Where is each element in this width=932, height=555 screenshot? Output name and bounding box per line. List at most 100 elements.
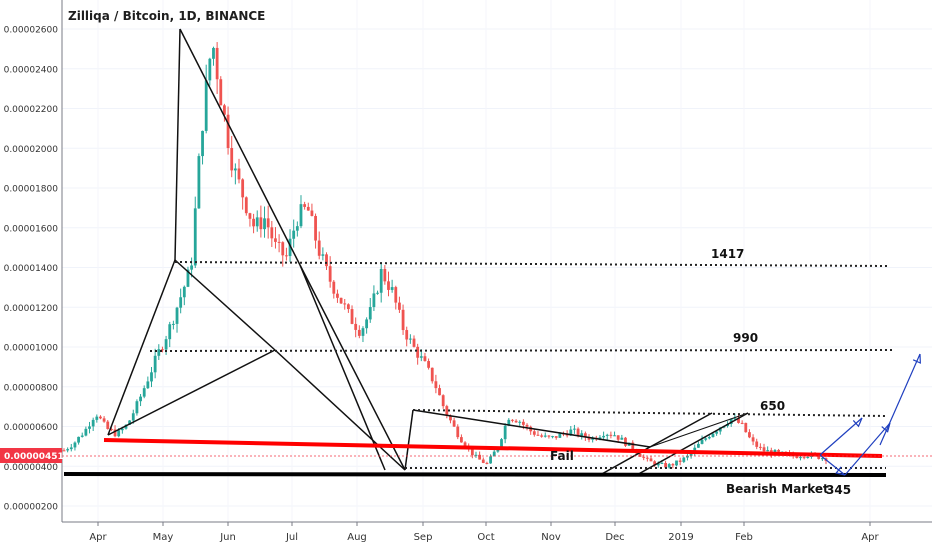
candle-body — [656, 463, 660, 466]
candle-body — [649, 458, 653, 462]
candle-body — [470, 448, 474, 456]
candle-body — [587, 437, 591, 440]
candle-body — [452, 420, 456, 427]
candle-body — [274, 238, 277, 242]
candle-body — [613, 435, 616, 437]
candle-body — [631, 442, 635, 450]
x-tick-label: 2019 — [668, 532, 693, 543]
x-tick-label: Jul — [285, 532, 298, 543]
candle-body — [449, 415, 452, 421]
candle-body — [255, 217, 259, 227]
candle-body — [387, 281, 390, 290]
current-price-label: 0.00000451 — [4, 452, 64, 462]
candle-body — [365, 319, 369, 329]
candle-body — [204, 80, 208, 131]
y-tick-label: 0.00002400 — [4, 65, 59, 75]
candle-body — [576, 428, 580, 436]
candle-body — [678, 460, 682, 462]
candle-body — [795, 456, 799, 459]
candle-body — [241, 179, 245, 198]
candle-body — [503, 425, 507, 440]
candle-body — [675, 460, 678, 466]
x-tick-label: May — [153, 532, 174, 543]
candle-body — [80, 435, 84, 437]
y-tick-label: 0.00001000 — [4, 344, 59, 354]
y-tick-label: 0.00000600 — [4, 423, 59, 433]
candle-body — [744, 422, 748, 433]
x-tick-label: Sep — [414, 532, 433, 543]
candle-body — [263, 218, 266, 230]
candle-body — [88, 426, 91, 429]
candle-body — [328, 266, 332, 282]
trend-line — [174, 259, 276, 351]
candle-body — [113, 429, 117, 437]
trend-line — [107, 349, 276, 436]
candle-body — [171, 323, 175, 325]
candle-body — [372, 293, 376, 308]
x-tick-label: Nov — [541, 532, 561, 543]
candle-body — [237, 168, 241, 180]
chart-title: Zilliqa / Bitcoin, 1D, BINANCE — [68, 9, 265, 23]
candle-body — [704, 438, 708, 440]
candle-body — [664, 462, 667, 468]
level-label-1417: 1417 — [711, 247, 744, 261]
candle-body — [109, 428, 113, 430]
candle-body — [310, 210, 314, 216]
candle-body — [175, 307, 179, 324]
candle-body — [120, 428, 124, 431]
arrow-line — [819, 454, 846, 476]
candles — [62, 42, 828, 469]
candle-body — [412, 338, 416, 347]
candle-body — [259, 217, 263, 230]
candle-body — [671, 464, 675, 466]
candle-body — [332, 281, 336, 294]
candle-body — [729, 418, 733, 424]
candle-body — [521, 421, 525, 425]
level-line-1417 — [174, 261, 889, 267]
candle-body — [161, 349, 164, 351]
candle-body — [645, 457, 649, 459]
trend-line — [274, 349, 406, 471]
candle-body — [405, 330, 409, 340]
candle-body — [748, 432, 751, 438]
candle-body — [197, 156, 201, 209]
y-tick-label: 0.00000400 — [4, 463, 59, 473]
arrow-head — [852, 417, 863, 428]
x-tick-label: Apr — [89, 532, 107, 543]
candle-body — [361, 328, 365, 336]
candle-body — [427, 361, 430, 368]
candle-body — [266, 218, 270, 228]
x-tick-label: Jun — [219, 532, 236, 543]
candle-body — [598, 437, 602, 440]
annotation-fail: Fail — [550, 449, 574, 463]
candle-body — [201, 130, 204, 157]
candle-body — [456, 426, 460, 438]
candle-body — [106, 421, 110, 429]
candle-body — [558, 433, 562, 438]
candle-body — [696, 443, 700, 448]
annotation-bearish-market: Bearish Market — [726, 482, 829, 496]
candle-body — [398, 302, 401, 310]
arrow-head — [912, 353, 921, 364]
candle-body — [500, 439, 503, 448]
candle-body — [146, 381, 150, 389]
candle-body — [682, 457, 686, 462]
candle-body — [715, 431, 719, 434]
candle-body — [390, 287, 394, 290]
trend-line — [107, 259, 176, 436]
candle-body — [153, 355, 157, 373]
candle-body — [700, 439, 704, 444]
candle-body — [292, 230, 296, 239]
trend-line — [179, 28, 301, 266]
candle-body — [69, 447, 73, 450]
candle-body — [281, 242, 285, 256]
candle-body — [299, 204, 303, 227]
candle-body — [609, 434, 613, 436]
y-tick-label: 0.00002000 — [4, 145, 59, 155]
candle-body — [215, 47, 219, 80]
candle-body — [186, 269, 190, 287]
candle-body — [219, 79, 223, 106]
candle-body — [354, 323, 358, 330]
y-tick-label: 0.00002600 — [4, 26, 59, 36]
candle-body — [525, 424, 529, 427]
